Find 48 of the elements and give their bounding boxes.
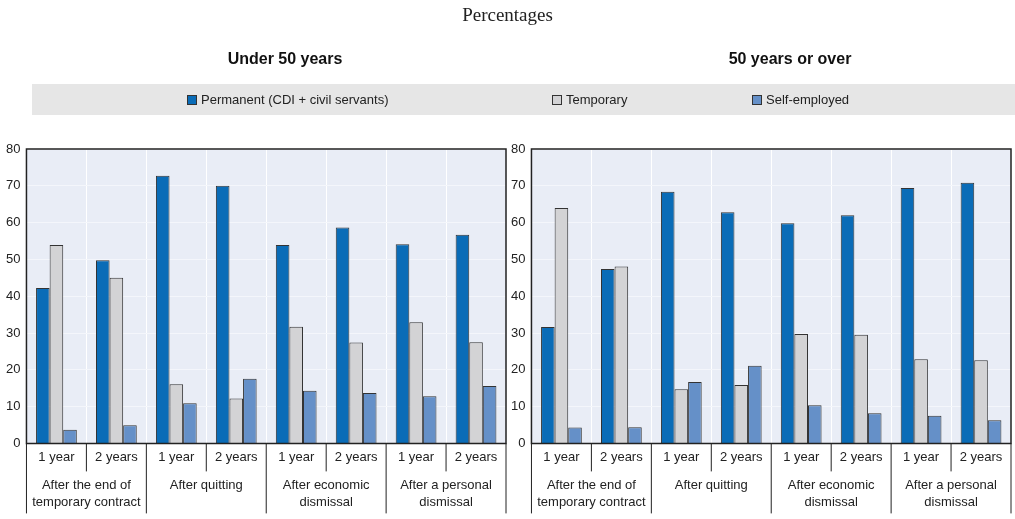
x-tick-label: 2 years (600, 448, 644, 464)
x-tick-label: 2 years (839, 448, 883, 464)
legend-label: Self-employed (765, 92, 850, 107)
y-tick-label: 70 (510, 177, 526, 193)
x-tick-label: 1 year (158, 448, 196, 464)
chart-title: 50 years or over (727, 50, 853, 68)
chart-subtitle: Percentages (461, 4, 554, 26)
x-tick-label: 2 years (214, 448, 259, 464)
text: After the end of temporary contract (32, 477, 141, 510)
y-tick-label: 40 (510, 287, 526, 303)
text: After economic dismissal (282, 477, 371, 510)
x-tick-label: 1 year (903, 448, 940, 464)
y-tick-label: 20 (5, 361, 21, 377)
y-tick-label: 30 (5, 324, 21, 340)
x-tick-label: 1 year (543, 448, 581, 464)
y-tick-label: 0 (13, 434, 21, 450)
x-tick-label: 2 years (95, 448, 139, 464)
x-tick-label: 2 years (454, 448, 498, 464)
y-tick-label: 50 (5, 250, 21, 266)
text: After quitting (169, 477, 243, 493)
x-tick-label: 1 year (38, 448, 76, 464)
y-tick-label: 10 (510, 398, 526, 414)
x-tick-label: 1 year (783, 448, 820, 464)
y-tick-label: 30 (510, 324, 526, 340)
text: After the end of temporary contract (537, 477, 646, 510)
x-tick-label: 1 year (398, 448, 435, 464)
x-tick-label: 2 years (719, 448, 764, 464)
y-tick-label: 0 (518, 434, 526, 450)
y-tick-label: 10 (5, 398, 21, 414)
y-tick-label: 50 (510, 250, 526, 266)
chart-title: Under 50 years (226, 50, 344, 68)
y-tick-label: 60 (5, 214, 21, 230)
y-tick-label: 20 (510, 361, 526, 377)
x-tick-label: 2 years (959, 448, 1003, 464)
y-tick-label: 80 (5, 140, 21, 156)
y-tick-label: 70 (5, 177, 21, 193)
x-tick-label: 2 years (334, 448, 378, 464)
x-tick-label: 1 year (278, 448, 315, 464)
text: After quitting (674, 477, 748, 493)
x-tick-label: 1 year (663, 448, 701, 464)
legend-label: Temporary (565, 92, 628, 107)
y-tick-label: 60 (510, 214, 526, 230)
text: After economic dismissal (787, 477, 876, 510)
legend-label: Permanent (CDI + civil servants) (200, 92, 389, 107)
text: After a personal dismissal (400, 477, 493, 510)
text: After a personal dismissal (905, 477, 998, 510)
y-tick-label: 80 (510, 140, 526, 156)
y-tick-label: 40 (5, 287, 21, 303)
